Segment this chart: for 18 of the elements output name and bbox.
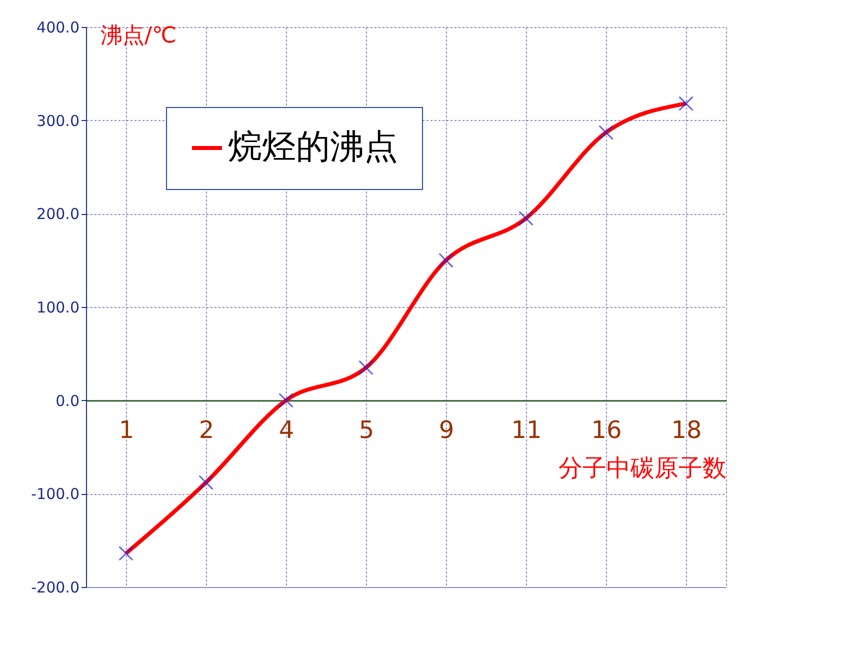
x-tick-label: 18: [671, 416, 702, 444]
x-tick-label: 11: [511, 416, 542, 444]
legend-label: 烷烃的沸点: [228, 127, 398, 167]
x-tick-label: 4: [278, 416, 294, 444]
x-tick-label: 2: [198, 416, 214, 444]
y-tick-label: -200.0: [31, 578, 80, 596]
y-tick-label: 300.0: [36, 112, 80, 130]
x-tick-label: 5: [358, 416, 374, 444]
y-tick-label: 0.0: [56, 392, 80, 410]
y-tick-label: -100.0: [31, 485, 80, 504]
y-axis-title: 沸点/℃: [100, 24, 177, 48]
y-tick-label: 400.0: [36, 18, 80, 36]
x-tick-label: 9: [438, 416, 454, 444]
y-tick-label: 100.0: [36, 298, 80, 316]
x-tick-label: 16: [591, 416, 622, 444]
x-tick-label: 1: [118, 416, 134, 444]
x-axis-title: 分子中碳原子数: [558, 454, 726, 482]
y-tick-label: 200.0: [36, 205, 80, 224]
